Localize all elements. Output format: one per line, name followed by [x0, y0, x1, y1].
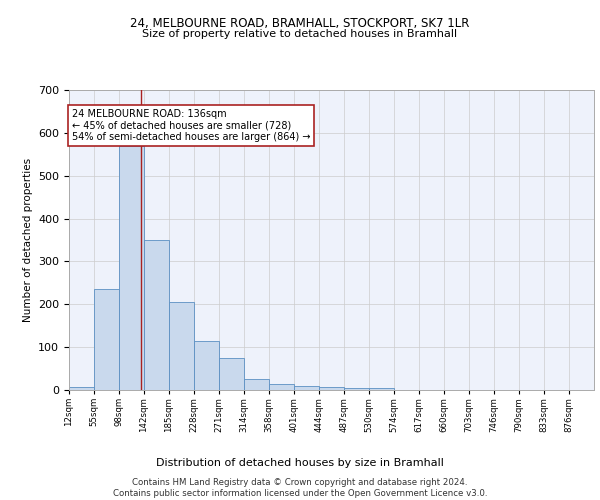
Text: Contains HM Land Registry data © Crown copyright and database right 2024.
Contai: Contains HM Land Registry data © Crown c… — [113, 478, 487, 498]
Bar — [194, 340, 219, 390]
Text: 24, MELBOURNE ROAD, BRAMHALL, STOCKPORT, SK7 1LR: 24, MELBOURNE ROAD, BRAMHALL, STOCKPORT,… — [130, 18, 470, 30]
Text: Size of property relative to detached houses in Bramhall: Size of property relative to detached ho… — [142, 29, 458, 39]
Bar — [269, 384, 294, 390]
Bar — [219, 358, 244, 390]
Text: Distribution of detached houses by size in Bramhall: Distribution of detached houses by size … — [156, 458, 444, 468]
Bar — [319, 386, 344, 390]
Bar — [119, 146, 144, 390]
Bar — [294, 386, 319, 390]
Bar — [169, 302, 194, 390]
Y-axis label: Number of detached properties: Number of detached properties — [23, 158, 32, 322]
Bar — [244, 380, 269, 390]
Bar — [94, 290, 119, 390]
Bar — [144, 240, 169, 390]
Text: 24 MELBOURNE ROAD: 136sqm
← 45% of detached houses are smaller (728)
54% of semi: 24 MELBOURNE ROAD: 136sqm ← 45% of detac… — [72, 110, 310, 142]
Bar — [369, 388, 394, 390]
Bar — [69, 386, 94, 390]
Bar — [344, 388, 369, 390]
